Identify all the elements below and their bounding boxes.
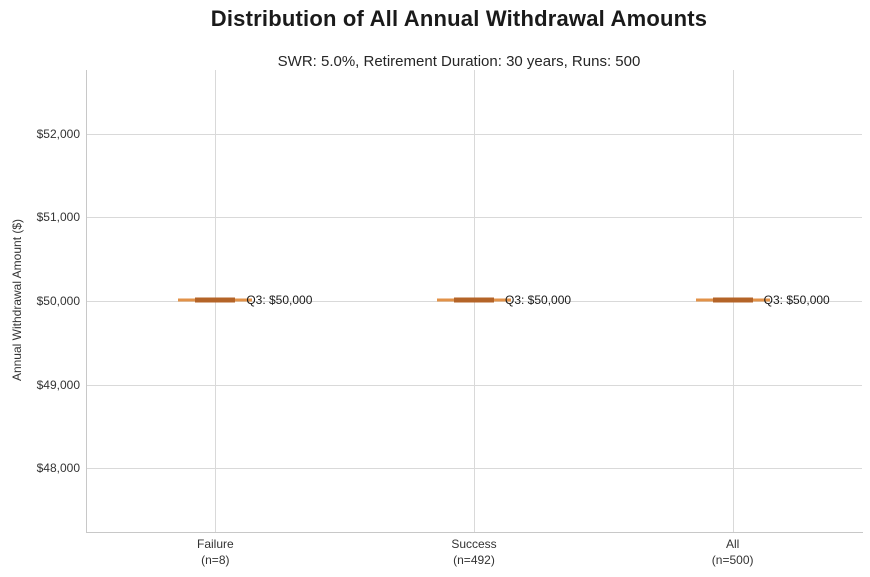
x-tick-category: Failure (196, 537, 234, 551)
q3-annotation: Q3: $50,000 (763, 293, 830, 307)
x-tick-label: All (n=500) (663, 536, 803, 568)
y-tick-label: $49,000 (36, 377, 80, 392)
box-body (712, 297, 753, 303)
y-tick-label: $48,000 (36, 461, 80, 476)
y-axis-spine (86, 70, 87, 533)
x-axis-spine (86, 532, 863, 533)
x-tick-category: Success (451, 537, 497, 551)
x-tick-count: (n=8) (201, 553, 230, 567)
box-body (195, 297, 236, 303)
chart-title: Distribution of All Annual Withdrawal Am… (210, 6, 708, 31)
x-tick-count: (n=500) (711, 553, 754, 567)
x-tick-count: (n=492) (453, 553, 495, 567)
y-tick-label: $52,000 (36, 126, 80, 141)
x-tick-label: Failure (n=8) (145, 536, 285, 568)
q3-annotation: Q3: $50,000 (505, 293, 572, 307)
box-body (454, 297, 494, 303)
x-tick-category: All (725, 537, 740, 551)
chart-subtitle: SWR: 5.0%, Retirement Duration: 30 years… (277, 53, 641, 70)
y-tick-label: $51,000 (36, 210, 80, 225)
y-tick-label: $50,000 (36, 294, 80, 308)
q3-annotation: Q3: $50,000 (246, 293, 313, 307)
x-tick-label: Success (n=492) (404, 536, 544, 568)
